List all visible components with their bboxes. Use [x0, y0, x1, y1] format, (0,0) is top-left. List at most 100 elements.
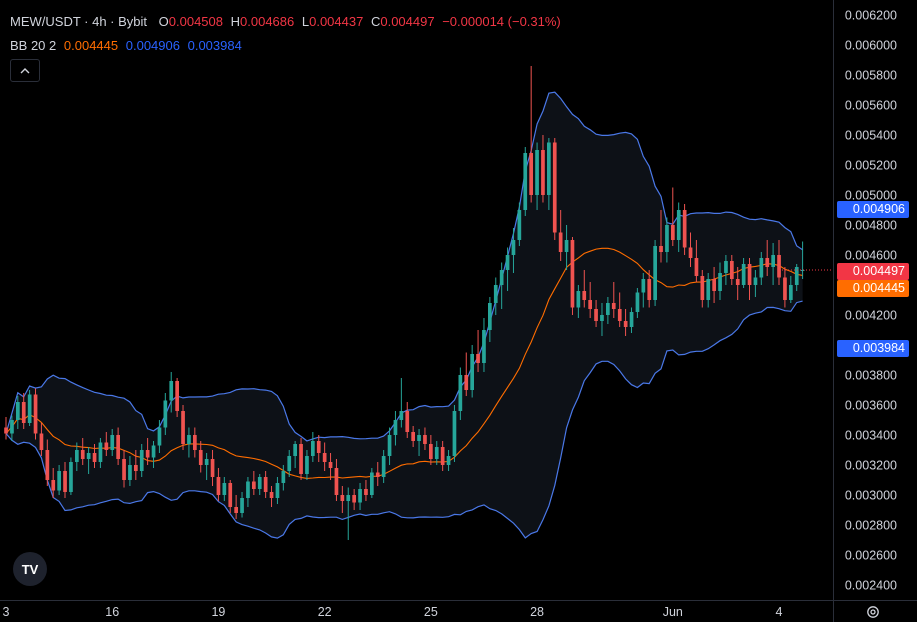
candle-body [169, 381, 174, 401]
bb-lower-line [5, 300, 803, 539]
x-tick-label: 19 [211, 605, 225, 619]
candle-body [671, 225, 675, 240]
candle-body [517, 210, 522, 240]
candle-body [470, 354, 474, 390]
candle-body [505, 255, 510, 270]
candle-body [281, 471, 286, 483]
candle-body [134, 465, 138, 471]
candle-body [547, 142, 551, 195]
candle-body [16, 402, 20, 420]
candle-body [4, 427, 8, 434]
candle-body [122, 459, 126, 480]
candle-body [429, 444, 433, 459]
candle-body [352, 495, 356, 503]
candle-body [659, 246, 663, 252]
candle-body [204, 459, 209, 465]
candle-body [257, 477, 262, 489]
candle-body [511, 240, 516, 255]
y-tick-label: 0.006200 [845, 9, 897, 23]
candle-body [405, 411, 410, 432]
candle-body [611, 303, 616, 309]
candle-body [458, 375, 463, 411]
bb-label[interactable]: BB 20 2 [10, 38, 57, 53]
candle-body [187, 435, 191, 444]
candle-body [358, 489, 362, 503]
collapse-legend-button[interactable] [10, 59, 40, 82]
candle-body [216, 477, 221, 495]
candle-body [45, 450, 50, 480]
y-tick-label: 0.005000 [845, 189, 897, 203]
candle-body [535, 150, 539, 195]
candle-body [305, 456, 309, 474]
y-tick-label: 0.005800 [845, 69, 897, 83]
candle-body [694, 258, 699, 276]
low-label: L [301, 14, 310, 29]
candle-body [364, 489, 368, 495]
y-tick-label: 0.005200 [845, 159, 897, 173]
candle-body [399, 411, 404, 420]
price-label-last: 0.004497 [837, 263, 909, 280]
candle-body [682, 210, 687, 248]
candle-body [263, 477, 268, 492]
candle-body [623, 321, 628, 327]
y-tick-label: 0.003000 [845, 489, 897, 503]
candle-body [617, 309, 622, 321]
candle-body [482, 330, 486, 363]
candle-body [151, 445, 156, 458]
y-tick-label: 0.004800 [845, 219, 897, 233]
candle-body [98, 442, 103, 462]
candle-body [789, 285, 793, 300]
candle-body [198, 450, 203, 465]
candle-body [157, 427, 162, 446]
candle-body [228, 483, 233, 507]
candle-body [771, 255, 775, 267]
candle-body [706, 279, 711, 300]
candle-body [116, 435, 120, 459]
y-tick-label: 0.002400 [845, 579, 897, 593]
candle-body [529, 153, 533, 195]
candle-body [783, 277, 787, 300]
candle-body [665, 225, 669, 252]
candle-body [464, 375, 469, 390]
candle-body [747, 264, 752, 285]
candle-body [411, 432, 415, 441]
x-tick-label: 16 [105, 605, 119, 619]
candle-body [777, 255, 781, 278]
candle-body [700, 276, 705, 300]
open-label: O [158, 14, 169, 29]
bb-upper-line [5, 91, 803, 442]
header-ohlc: MEW/USDT · 4h · Bybit O0.004508 H0.00468… [10, 14, 561, 30]
candle-body [393, 420, 398, 435]
bb-lower-value: 0.003984 [187, 38, 242, 53]
candle-body [175, 381, 179, 411]
candle-body [33, 394, 38, 434]
y-tick-label: 0.004600 [845, 249, 897, 263]
candle-body [629, 312, 634, 327]
candle-body [287, 456, 292, 471]
candle-body [86, 453, 91, 459]
x-tick-label: 28 [530, 605, 544, 619]
candle-body [417, 435, 421, 441]
gear-icon[interactable] [865, 604, 881, 620]
candle-body [370, 472, 374, 495]
y-tick-label: 0.005600 [845, 99, 897, 113]
y-tick-label: 0.006000 [845, 39, 897, 53]
candle-body [499, 270, 504, 285]
candle-body [252, 481, 256, 489]
candle-body [541, 150, 545, 195]
candle-body [10, 420, 14, 434]
candle-body [104, 442, 109, 450]
candle-body [269, 492, 274, 498]
candle-body [724, 261, 728, 273]
y-tick-label: 0.003200 [845, 459, 897, 473]
symbol-label[interactable]: MEW/USDT · 4h · Bybit [10, 14, 148, 29]
candle-body [647, 279, 652, 300]
candle-body [759, 258, 764, 278]
bb-basis-line [5, 247, 803, 479]
high-label: H [230, 14, 241, 29]
low-value: 0.004437 [309, 14, 364, 29]
tradingview-logo-icon[interactable]: TV [13, 552, 47, 586]
candle-body [741, 264, 746, 285]
candle-body [334, 468, 339, 495]
